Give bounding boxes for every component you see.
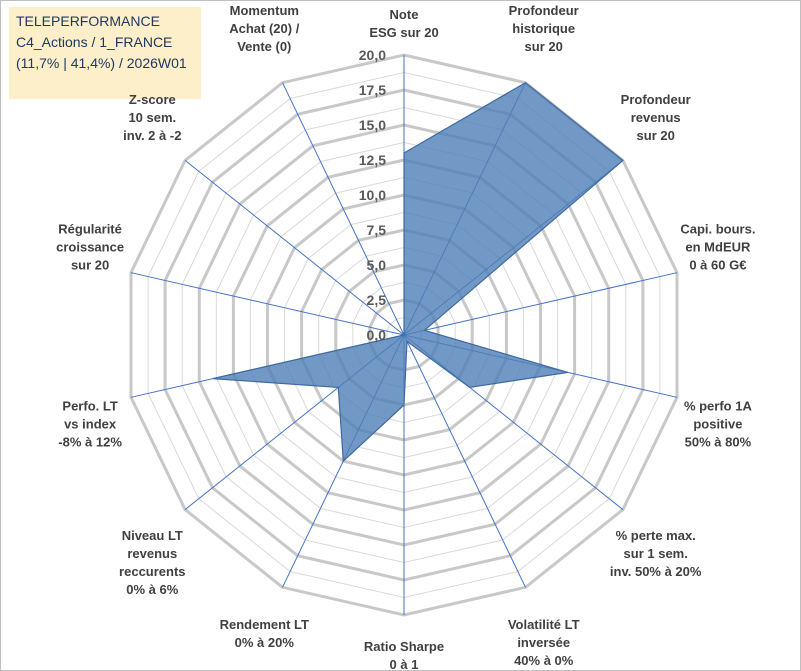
tick-label: 10,0 xyxy=(359,187,386,203)
tick-label: 15,0 xyxy=(359,117,386,133)
axis-spoke xyxy=(403,272,678,336)
category-label: Capi. bours. en MdEUR 0 à 60 G€ xyxy=(680,221,755,272)
tick-label: 17,5 xyxy=(359,82,386,98)
tick-label: 2,5 xyxy=(367,292,387,308)
category-label: Ratio Sharpe 0 à 1 xyxy=(364,639,444,671)
category-label: Rendement LT 0% à 20% xyxy=(220,617,309,650)
tick-label: 20,0 xyxy=(359,47,386,63)
category-label: % perte max. sur 1 sem. inv. 50% à 20% xyxy=(610,528,702,579)
chart-title-box: TELEPERFORMANCE C4_Actions / 1_FRANCE (1… xyxy=(9,7,201,99)
category-label: % perfo 1A positive 50% à 80% xyxy=(684,399,753,450)
title-stats: (11,7% | 41,4%) / 2026W01 xyxy=(16,55,187,71)
category-label: Régularité croissance sur 20 xyxy=(56,221,124,272)
axis-spoke xyxy=(184,160,405,336)
category-label: Volatilité LT inversée 40% à 0% xyxy=(508,617,580,668)
category-label: Z-score 10 sem. inv. 2 à -2 xyxy=(123,92,181,143)
axis-spoke xyxy=(282,82,405,336)
category-label: Profondeur revenus sur 20 xyxy=(621,92,691,143)
axis-spoke xyxy=(130,272,405,336)
series-area xyxy=(212,81,624,463)
axis-spoke xyxy=(403,334,526,588)
category-label: Momentum Achat (20) / Vente (0) xyxy=(229,3,299,54)
tick-label: 12,5 xyxy=(359,152,386,168)
tick-label: 0,0 xyxy=(367,327,387,343)
category-label: Perfo. LT vs index -8% à 12% xyxy=(58,399,122,450)
title-category: C4_Actions / 1_FRANCE xyxy=(16,34,173,50)
category-label: Profondeur historique sur 20 xyxy=(509,3,579,54)
title-company: TELEPERFORMANCE xyxy=(16,13,160,29)
category-label: Note ESG sur 20 xyxy=(369,7,438,40)
tick-label: 5,0 xyxy=(367,257,387,273)
category-label: Niveau LT revenus reccurents 0% à 6% xyxy=(119,528,185,597)
tick-label: 7,5 xyxy=(367,222,387,238)
